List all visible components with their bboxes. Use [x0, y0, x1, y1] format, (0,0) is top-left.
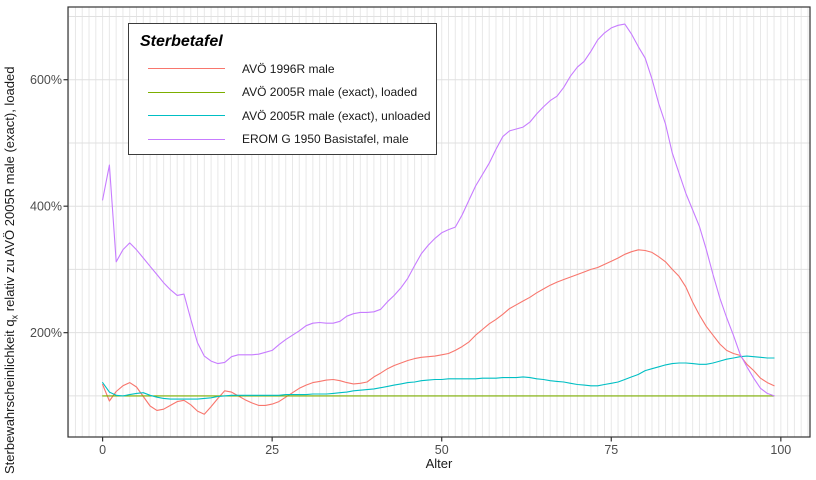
axis-ticks — [63, 79, 782, 442]
series-line-av-1996r-male — [102, 249, 775, 415]
x-tick-label: 25 — [265, 443, 279, 457]
y-axis-title-subscript: x — [9, 314, 20, 320]
x-tick-label: 0 — [99, 443, 106, 457]
series-line-av-2005r-male-exact-unloaded — [102, 355, 775, 400]
x-tick-label: 100 — [770, 443, 791, 457]
legend-item-avo-2005r-loaded: AVÖ 2005R male (exact), loaded — [129, 81, 436, 105]
panel-border — [67, 6, 811, 438]
legend-item-label: AVÖ 1996R male — [242, 61, 335, 76]
y-tick-label: 200% — [30, 326, 62, 340]
legend-item-label: EROM G 1950 Basistafel, male — [242, 132, 409, 147]
legend-item-label: AVÖ 2005R male (exact), unloaded — [242, 108, 431, 123]
x-tick-label: 75 — [604, 443, 618, 457]
legend-item-label: AVÖ 2005R male (exact), loaded — [242, 85, 418, 100]
x-axis-title: Alter — [426, 456, 453, 471]
legend-line-swatch — [148, 115, 225, 117]
x-tick-label: 50 — [435, 443, 449, 457]
y-tick-label: 600% — [30, 73, 62, 87]
y-axis-title: Sterbewahrscheinlichkeit qx relativ zu A… — [2, 66, 22, 474]
legend-line-swatch — [148, 138, 225, 140]
legend-title: Sterbetafel — [140, 33, 223, 50]
legend-rows: AVÖ 1996R male AVÖ 2005R male (exact), l… — [129, 57, 436, 151]
y-axis-title-text-tail: relativ zu AVÖ 2005R male (exact), loade… — [2, 66, 17, 315]
series-lines — [102, 23, 775, 415]
legend-item-avo-2005r-unloaded: AVÖ 2005R male (exact), unloaded — [129, 104, 436, 128]
y-tick-label: 400% — [30, 200, 62, 214]
series-line-erom-g-1950-basistafel-male — [102, 23, 775, 397]
legend-box: Sterbetafel AVÖ 1996R male AVÖ 2005R mal… — [128, 23, 437, 155]
axis-tick-labels: 0 25 50 75 100 200% 400% 600% — [30, 73, 791, 457]
legend-item-erom-g-1950: EROM G 1950 Basistafel, male — [129, 128, 436, 152]
legend-line-swatch — [148, 68, 225, 70]
y-axis-title-text: Sterbewahrscheinlichkeit q — [2, 319, 17, 474]
legend-item-avo-1996r-male: AVÖ 1996R male — [129, 57, 436, 81]
legend-line-swatch — [148, 91, 225, 93]
